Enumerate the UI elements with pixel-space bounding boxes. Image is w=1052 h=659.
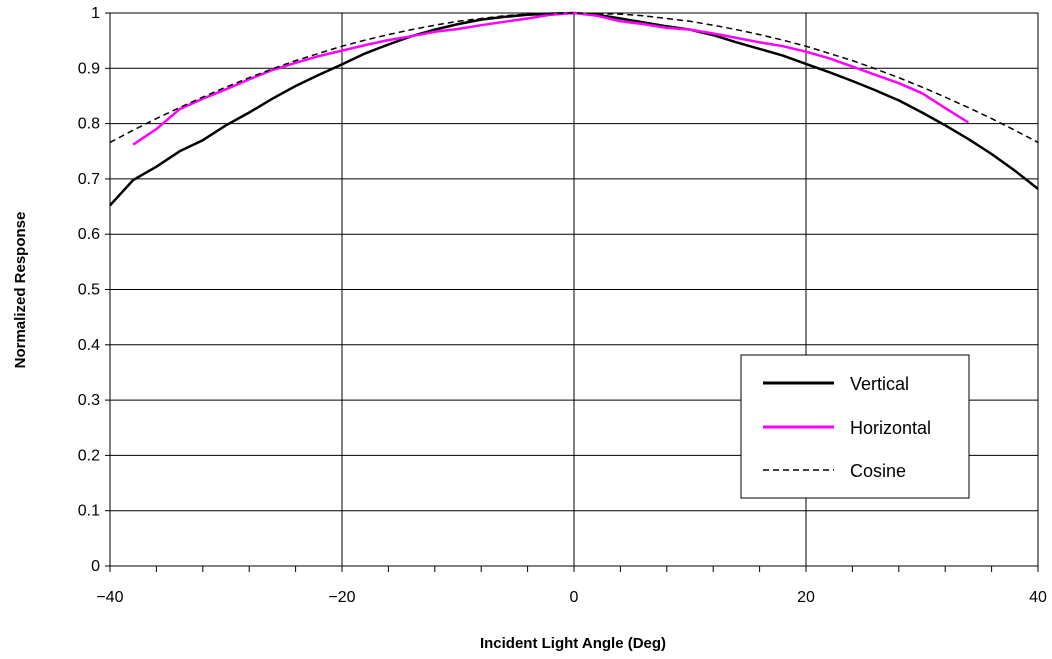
y-tick-label: 0.4 [78,337,100,354]
y-axis-title: Normalized Response [12,212,29,369]
y-tick-label: 0.1 [78,503,100,520]
y-tick-label: 0.7 [78,171,100,188]
x-tick-label: 0 [570,589,579,606]
y-tick-label: 0.6 [78,226,100,243]
legend: Vertical Horizontal Cosine [740,354,970,499]
legend-label-vertical: Vertical [850,374,909,394]
y-tick-label: 1 [91,5,100,22]
series-lines [109,11,1039,207]
tick-labels: 0 0.1 0.2 0.3 0.4 0.5 0.6 0.7 0.8 0.9 1 −40 −20 0 20 40 [78,5,1047,606]
y-tick-label: 0.5 [78,282,100,299]
y-tick-label: 0.2 [78,447,100,464]
x-tick-label: 40 [1029,589,1047,606]
x-tick-label: −20 [328,589,355,606]
x-tick-label: −40 [96,589,123,606]
y-tick-label: 0.8 [78,116,100,133]
y-tick-label: 0 [91,558,100,575]
legend-label-horizontal: Horizontal [850,418,931,438]
x-tick-label: 20 [797,589,815,606]
y-tick-label: 0.3 [78,392,100,409]
x-axis-title: Incident Light Angle (Deg) [480,635,666,652]
series-line-horizontal [132,11,970,146]
series-line-cosine [109,12,1039,144]
y-tick-label: 0.9 [78,60,100,77]
legend-label-cosine: Cosine [850,461,906,481]
